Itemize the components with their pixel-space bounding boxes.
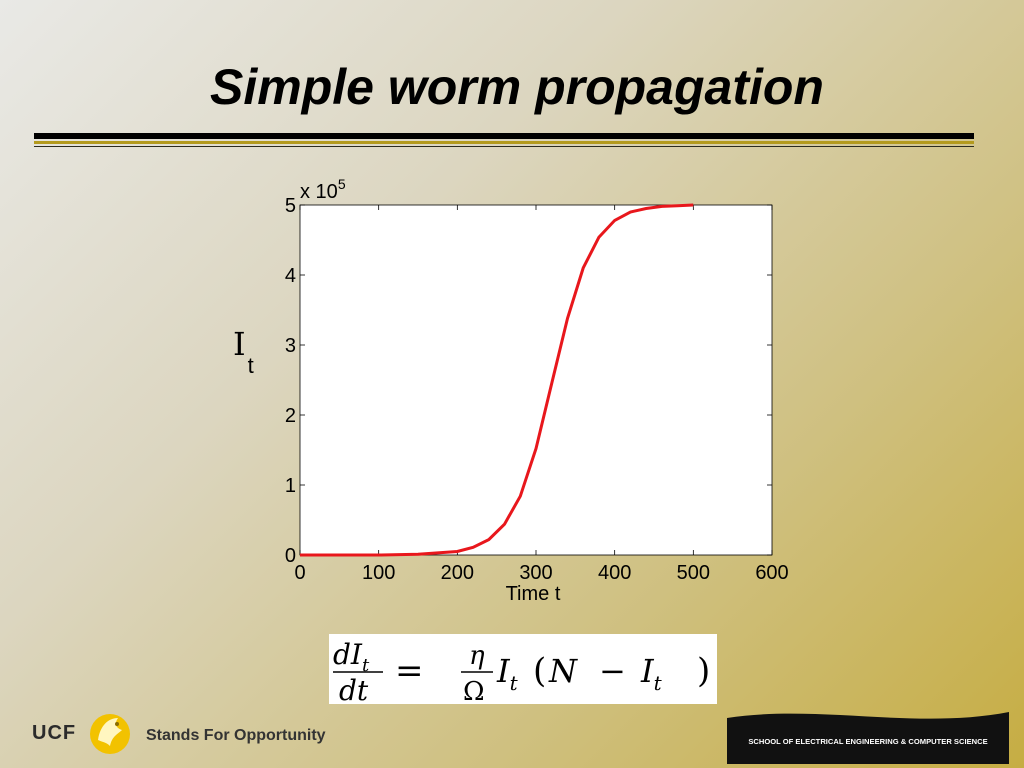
y-tick-label: 3 [285,335,296,357]
title-rule-thin [34,146,974,147]
school-banner-text: SCHOOL OF ELECTRICAL ENGINEERING & COMPU… [748,737,987,746]
x-axis-label: Time t [506,583,561,605]
plot-area [299,204,773,556]
svg-text:It: It [496,652,519,695]
series-line [300,203,694,557]
worm-propagation-chart: 0 100 200 300 400 500 600 0 1 2 3 4 5 x 105 It Time … [233,176,789,605]
y-axis-label: It [233,325,254,378]
x-tick-label: 200 [441,562,474,584]
svg-text:It: It [640,652,663,695]
svg-text:dt: dt [339,674,369,704]
slide-title: Simple worm propagation [210,59,824,115]
differential-equation: dIt dt = η Ω It ( N − It ) [329,634,717,707]
x-tick-label: 0 [294,562,305,584]
ucf-tagline: Stands For Opportunity [146,727,326,744]
x-tick-label: 600 [755,562,788,584]
svg-text:−: − [599,652,626,690]
pegasus-logo-icon [90,714,130,754]
svg-text:(: ( [533,651,546,691]
x-tick-label: 100 [362,562,395,584]
svg-text:N: N [548,652,578,690]
y-tick-label: 5 [285,195,296,217]
x-tick-label: 400 [598,562,631,584]
y-tick-label: 4 [285,265,296,287]
y-tick-label: 0 [285,545,296,567]
svg-text:): ) [697,651,710,691]
school-banner: SCHOOL OF ELECTRICAL ENGINEERING & COMPU… [727,712,1009,764]
x-tick-label: 500 [677,562,710,584]
svg-text:dIt: dIt [333,638,370,676]
ucf-wordmark: UCF [32,722,77,744]
title-rule-thick [34,133,974,139]
y-multiplier: x 105 [300,176,346,203]
x-tick-label: 300 [519,562,552,584]
svg-text:η: η [469,641,485,671]
svg-text:Ω: Ω [463,677,485,704]
title-rule-gold [34,141,974,144]
y-tick-label: 2 [285,405,296,427]
svg-text:=: = [395,651,424,691]
y-tick-label: 1 [285,475,296,497]
